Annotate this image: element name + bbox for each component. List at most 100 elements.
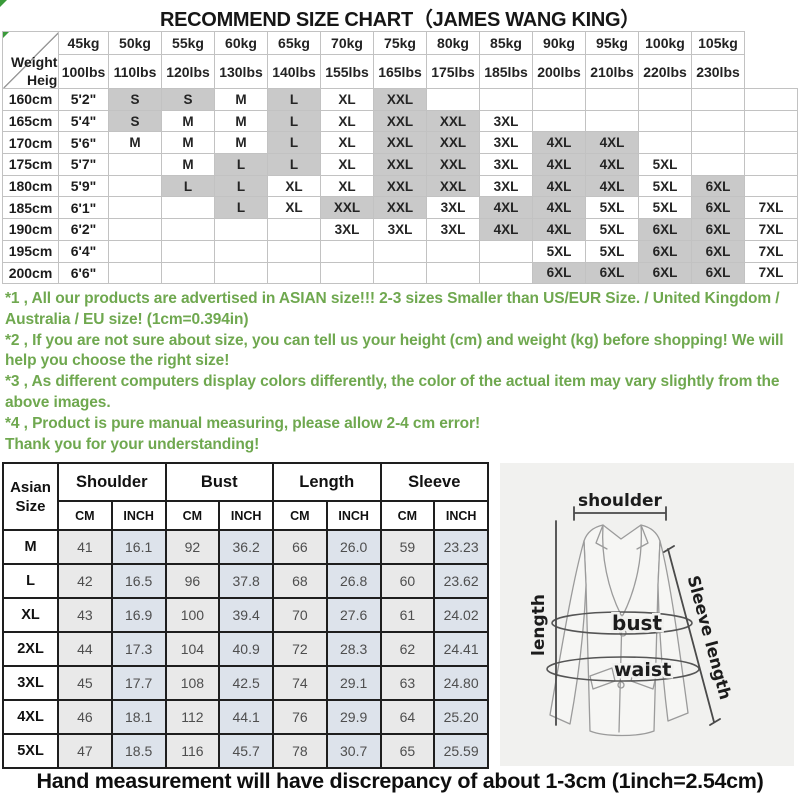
weight-kg-header: 80kg — [426, 31, 480, 55]
size-cell: XXL — [426, 131, 480, 155]
cm-value-cell: 66 — [272, 529, 328, 565]
height-cm-cell: 180cm — [2, 174, 59, 198]
shoulder-measure-line — [573, 506, 667, 521]
size-cell: 4XL — [532, 153, 586, 176]
inch-value-cell: 28.3 — [325, 631, 382, 667]
size-cell: 3XL — [479, 153, 533, 176]
size-cell — [744, 88, 798, 111]
size-chart-row: 170cm 5'6" M M M L XL XXL XXL 3XL 4XL 4XL — [2, 131, 798, 155]
size-cell: L — [214, 196, 268, 220]
size-cell: 6XL — [532, 261, 586, 285]
size-cell: XL — [320, 88, 374, 111]
notes-section: *1 , All our products are advertised in … — [5, 289, 796, 455]
height-cm-cell: 200cm — [2, 261, 59, 285]
inch-value-cell: 17.7 — [110, 665, 167, 701]
size-cell — [744, 153, 798, 176]
unit-header: INCH — [433, 500, 489, 531]
inch-value-cell: 16.5 — [110, 563, 167, 599]
weight-lbs-header: 130lbs — [214, 54, 268, 89]
size-cell: 7XL — [744, 218, 798, 241]
size-cell: 5XL — [532, 239, 586, 263]
unit-header: CM — [164, 500, 221, 531]
size-cell: M — [214, 109, 268, 133]
size-cell: 4XL — [532, 196, 586, 220]
inch-value-cell: 23.23 — [433, 529, 489, 565]
size-cell — [426, 88, 480, 111]
height-cm-cell: 185cm — [2, 196, 59, 220]
size-cell: 4XL — [585, 153, 639, 176]
shoulder-label: shoulder — [578, 491, 663, 511]
size-cell — [214, 239, 268, 263]
jacket-diagram-panel: shoulder length bust waist Sleeve length — [500, 463, 794, 766]
size-cell: L — [267, 109, 321, 133]
size-cell: L — [214, 174, 268, 198]
height-ft-cell: 6'2" — [58, 218, 109, 241]
inch-value-cell: 30.7 — [325, 733, 382, 769]
inch-value-cell: 24.41 — [433, 631, 489, 667]
measurement-row: 4XL 46 18.1 112 44.1 76 29.9 64 25.20 — [2, 699, 489, 735]
page-corner-marker — [0, 0, 7, 7]
measure-group-header: Sleeve — [379, 462, 489, 502]
cm-value-cell: 76 — [272, 699, 328, 735]
cm-value-cell: 78 — [272, 733, 328, 769]
cm-value-cell: 60 — [379, 563, 436, 599]
page-title: RECOMMEND SIZE CHART（JAMES WANG KING） — [159, 9, 641, 31]
size-cell — [426, 239, 480, 263]
height-ft-cell: 5'2" — [58, 88, 109, 111]
size-cell: 7XL — [744, 196, 798, 220]
weight-kg-header: 60kg — [214, 31, 268, 55]
size-cell — [479, 261, 533, 285]
weight-height-corner-cell: Weight Height — [2, 31, 59, 89]
measurement-table: Asian Size Shoulder Bust Length Sleeve CM INCH… — [2, 462, 489, 769]
note-line: *2 , If you are not sure about size, you… — [5, 331, 784, 370]
size-cell — [373, 261, 427, 285]
size-cell: M — [214, 88, 268, 111]
sleeve-measure-line — [663, 545, 721, 726]
height-cm-cell: 195cm — [2, 239, 59, 263]
size-cell: XXL — [373, 174, 427, 198]
weight-lbs-header: 110lbs — [108, 54, 162, 89]
size-label-cell: 2XL — [2, 631, 59, 667]
cm-value-cell: 65 — [379, 733, 436, 769]
size-cell: 4XL — [532, 174, 586, 198]
size-cell — [161, 218, 215, 241]
weight-kg-header: 85kg — [479, 31, 533, 55]
size-cell: 4XL — [479, 196, 533, 220]
size-cell: XL — [320, 153, 374, 176]
cm-value-cell: 74 — [272, 665, 328, 701]
weight-kg-header: 90kg — [532, 31, 586, 55]
size-cell: L — [214, 153, 268, 176]
unit-header: CM — [57, 500, 113, 531]
size-cell — [267, 261, 321, 285]
size-cell: 7XL — [744, 239, 798, 263]
size-cell: XL — [267, 196, 321, 220]
cm-value-cell: 72 — [272, 631, 328, 667]
size-cell — [585, 88, 639, 111]
height-ft-cell: 6'1" — [58, 196, 109, 220]
size-chart-row: 185cm 6'1" L XL XXL XXL 3XL 4XL 4XL 5XL 5XL 6XL 7XL — [2, 196, 798, 220]
size-cell — [691, 109, 745, 133]
weight-lbs-header: 175lbs — [426, 54, 480, 89]
size-cell: XXL — [320, 196, 374, 220]
height-cm-cell: 160cm — [2, 88, 59, 111]
inch-value-cell: 16.9 — [110, 597, 167, 633]
size-cell: XL — [320, 109, 374, 133]
size-label-cell: XL — [2, 597, 59, 633]
weight-lbs-header: 120lbs — [161, 54, 215, 89]
size-chart-row: 160cm 5'2" S S M L XL XXL — [2, 88, 798, 111]
size-cell — [267, 239, 321, 263]
measure-group-header: Shoulder — [57, 462, 167, 502]
measure-group-header: Bust — [164, 462, 274, 502]
cm-value-cell: 42 — [57, 563, 113, 599]
size-cell: XXL — [426, 174, 480, 198]
size-chart-row: 195cm 6'4" 5XL 5XL 6XL 6XL 7XL — [2, 239, 798, 263]
size-cell — [108, 153, 162, 176]
size-cell: L — [161, 174, 215, 198]
cm-value-cell: 96 — [164, 563, 221, 599]
cm-value-cell: 64 — [379, 699, 436, 735]
weight-kg-header: 75kg — [373, 31, 427, 55]
measurement-row: 2XL 44 17.3 104 40.9 72 28.3 62 24.41 — [2, 631, 489, 667]
cm-value-cell: 41 — [57, 529, 113, 565]
weight-kg-header: 65kg — [267, 31, 321, 55]
